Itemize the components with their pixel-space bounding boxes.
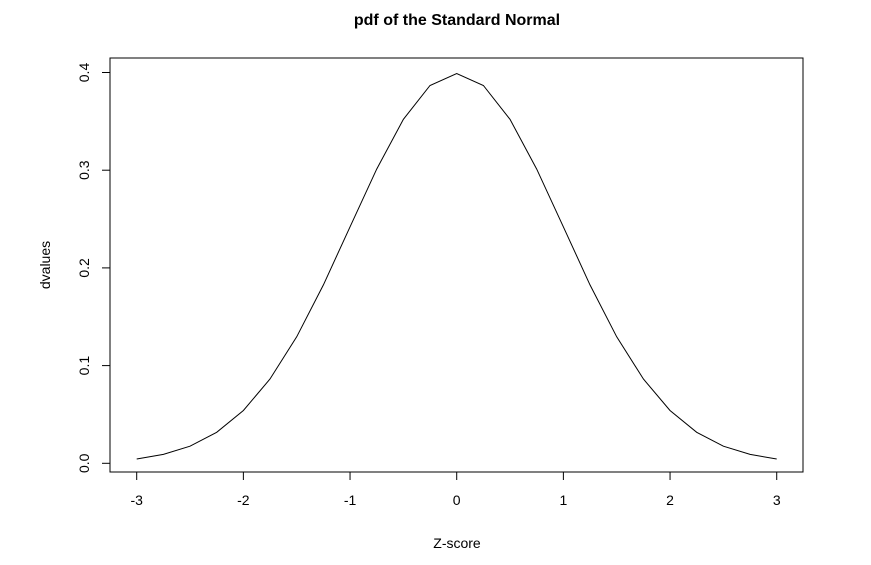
y-tick-label: 0.0 [76,453,92,473]
y-tick-label: 0.2 [76,258,92,278]
x-tick-label: -3 [130,492,143,508]
x-tick-label: -1 [344,492,357,508]
x-axis-label: Z-score [433,535,481,551]
y-tick-label: 0.1 [76,356,92,376]
x-tick-label: 2 [666,492,674,508]
y-axis-label: dvalues [37,241,53,289]
x-tick-label: 1 [559,492,567,508]
x-tick-label: 3 [773,492,781,508]
plot-box [109,57,804,473]
pdf-line [136,73,777,460]
y-tick-label: 0.3 [76,160,92,180]
chart-title: pdf of the Standard Normal [354,12,560,29]
y-tick-label: 0.4 [76,63,92,83]
x-tick-label: -2 [237,492,250,508]
x-tick-label: 0 [453,492,461,508]
